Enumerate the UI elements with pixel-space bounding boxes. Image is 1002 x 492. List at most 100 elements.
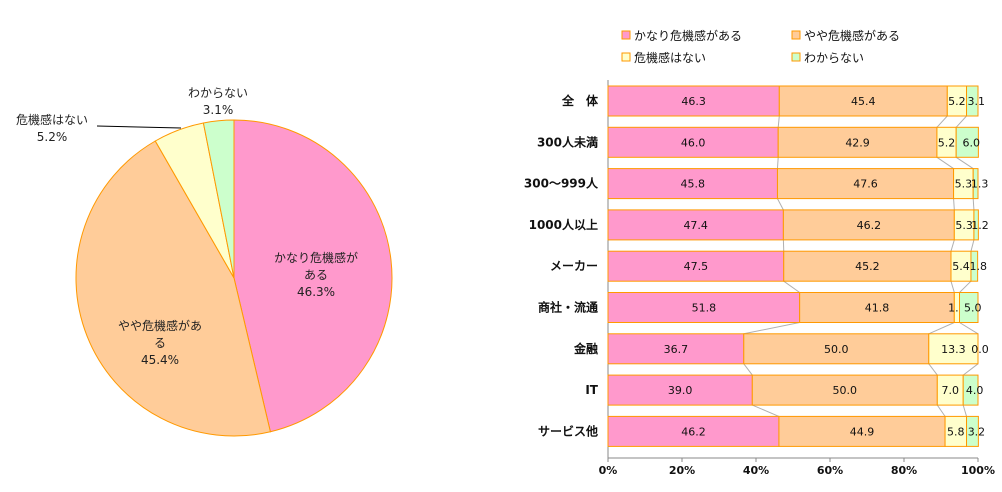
pie-label-name-0-1: ある <box>304 268 328 282</box>
connector-3-1 <box>950 239 955 252</box>
bar-segment-6-0 <box>607 333 745 365</box>
connector-6-2 <box>962 363 979 376</box>
connector-0-1 <box>936 115 948 128</box>
category-label-0: 全 体 <box>561 93 599 108</box>
bar-value-label-6-0: 36.7 <box>664 343 689 356</box>
bar-value-label-2-3: 1.3 <box>971 178 989 191</box>
pie-label-value-0: 46.3% <box>297 285 335 299</box>
legend-label-3: わからない <box>804 51 864 65</box>
bar-segment-5-1 <box>799 292 955 323</box>
bar-value-label-3-3: 1.2 <box>971 219 989 232</box>
bar-value-label-4-0: 47.5 <box>684 260 709 273</box>
bar-segment-7-1 <box>751 374 938 406</box>
bar-value-label-2-2: 5.3 <box>955 178 973 191</box>
bar-value-label-4-2: 5.4 <box>952 260 970 273</box>
pie-label-name-1-0: やや危機感があ <box>118 318 202 333</box>
pie-slice-0 <box>233 119 393 433</box>
bar-value-label-8-1: 44.9 <box>850 425 875 438</box>
category-label-1: 300人未満 <box>537 134 598 149</box>
pie-label-name-3-0: わからない <box>188 86 248 100</box>
connector-0-2 <box>955 115 967 128</box>
bar-value-label-2-0: 45.8 <box>680 178 705 191</box>
bar-value-label-6-2: 13.3 <box>941 343 966 356</box>
x-tick-label-5: 100% <box>961 464 995 477</box>
category-label-6: 金融 <box>573 341 598 356</box>
x-tick-label-4: 80% <box>891 464 917 477</box>
pie-label-name-0-0: かなり危機感が <box>274 250 358 265</box>
bar-value-label-4-1: 45.2 <box>855 260 880 273</box>
bar-segment-4-0 <box>607 250 785 282</box>
bar-value-label-0-0: 46.3 <box>681 95 706 108</box>
bar-value-label-3-1: 46.2 <box>857 219 882 232</box>
bar-segment-6-1 <box>743 333 930 365</box>
bar-segment-0-3 <box>966 85 979 117</box>
legend-swatch-2 <box>621 52 631 62</box>
bar-segment-7-3 <box>962 374 979 406</box>
connector-4-0 <box>783 280 800 293</box>
category-label-8: サービス他 <box>538 423 598 438</box>
connector-5-0 <box>743 322 800 335</box>
connector-2-2 <box>972 198 975 210</box>
pie-label-name-2-0: 危機感はない <box>16 112 88 127</box>
connector-7-0 <box>752 404 780 417</box>
pie-label-value-3: 3.1% <box>203 103 234 117</box>
pie-slice-3 <box>202 119 235 279</box>
bar-value-label-3-2: 5.3 <box>955 219 973 232</box>
connector-5-1 <box>928 322 955 335</box>
bar-value-label-7-2: 7.0 <box>942 384 960 397</box>
bar-value-label-8-3: 3.2 <box>968 425 986 438</box>
bar-segment-8-1 <box>778 415 946 447</box>
bar-value-label-0-1: 45.4 <box>851 95 876 108</box>
connector-0-0 <box>777 115 780 128</box>
bar-segment-1-0 <box>607 126 779 158</box>
bar-segment-2-0 <box>607 168 778 200</box>
connector-7-1 <box>936 404 946 417</box>
pie-label-name-1-1: る <box>154 336 166 350</box>
bar-value-label-7-3: 4.0 <box>966 384 984 397</box>
legend-label-1: やや危機感がある <box>804 28 900 43</box>
connector-2-1 <box>953 198 955 210</box>
connector-4-1 <box>950 281 955 293</box>
bar-segment-1-3 <box>955 126 979 158</box>
category-label-5: 商社・流通 <box>538 300 598 315</box>
x-tick-label-2: 40% <box>743 464 769 477</box>
bar-value-label-1-2: 5.2 <box>938 136 956 149</box>
bar-segment-8-3 <box>966 415 979 447</box>
x-tick-label-3: 60% <box>817 464 843 477</box>
bar-segment-5-3 <box>959 292 979 323</box>
x-tick-label-0: 0% <box>599 464 618 477</box>
bar-value-label-5-1: 41.8 <box>865 302 890 315</box>
connector-1-1 <box>936 156 954 170</box>
bar-segment-0-0 <box>607 85 780 117</box>
bar-value-label-7-1: 50.0 <box>833 384 858 397</box>
bar-segment-3-3 <box>973 209 979 241</box>
bar-segment-3-1 <box>782 209 955 241</box>
legend-label-0: かなり危機感がある <box>634 28 742 43</box>
bar-segment-4-3 <box>970 250 979 282</box>
bar-value-label-1-1: 42.9 <box>845 136 870 149</box>
bar-segment-2-1 <box>776 168 955 200</box>
bar-value-label-0-3: 3.1 <box>968 95 986 108</box>
bar-segment-2-3 <box>972 168 979 200</box>
x-tick-label-1: 20% <box>669 464 695 477</box>
bar-value-label-6-1: 50.0 <box>824 343 849 356</box>
category-label-4: メーカー <box>550 259 598 273</box>
bar-value-label-0-2: 5.2 <box>948 95 966 108</box>
connector-5-2 <box>959 322 979 335</box>
bar-value-label-1-3: 6.0 <box>963 136 981 149</box>
pie-label-value-2: 5.2% <box>37 130 68 144</box>
legend-swatch-1 <box>791 30 801 40</box>
connector-7-2 <box>962 404 968 417</box>
category-label-2: 300～999人 <box>524 176 599 191</box>
bar-value-label-7-0: 39.0 <box>668 384 693 397</box>
bar-value-label-5-3: 5.0 <box>964 302 982 315</box>
bar-segment-6-2 <box>928 333 979 365</box>
bar-segment-4-1 <box>783 250 952 282</box>
bar-value-label-1-0: 46.0 <box>681 136 706 149</box>
connector-3-2 <box>970 239 975 252</box>
legend-swatch-0 <box>621 30 631 40</box>
bar-segment-5-0 <box>607 292 801 323</box>
connector-6-1 <box>928 363 938 376</box>
